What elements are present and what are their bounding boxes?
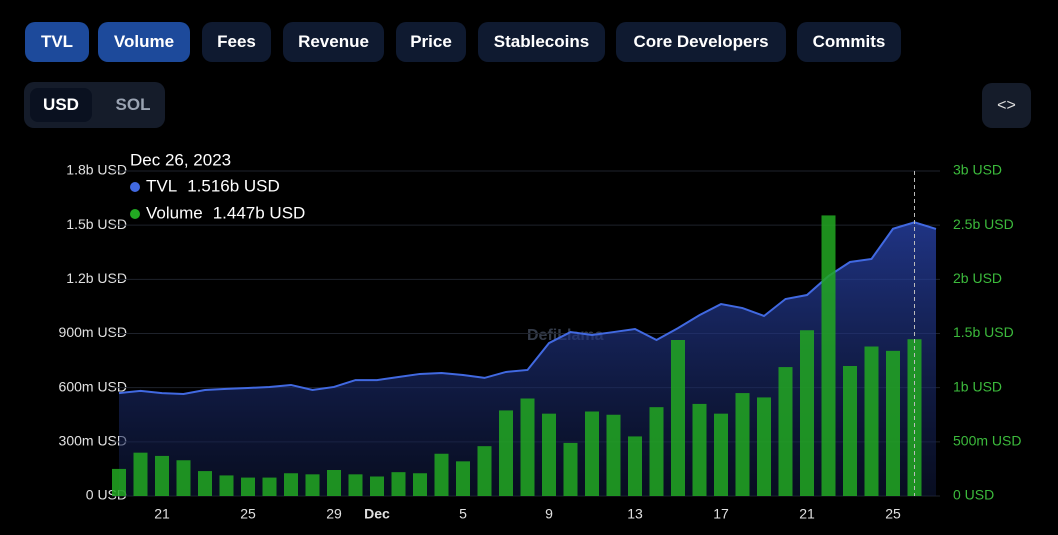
tab[interactable]: Volume	[98, 22, 190, 62]
bar	[133, 452, 148, 496]
x-tick-label: 21	[799, 506, 815, 522]
bar	[391, 472, 406, 496]
bar	[327, 470, 341, 496]
x-tick-label: 25	[240, 506, 256, 522]
y2-tick-label: 0 USD	[953, 487, 994, 503]
y-tick-label: 300m USD	[59, 433, 127, 449]
y2-tick-label: 500m USD	[953, 433, 1021, 449]
bar	[176, 460, 191, 496]
tooltip-value: 1.447b USD	[213, 203, 306, 222]
bar	[542, 413, 556, 496]
bar	[864, 346, 879, 496]
bar	[606, 414, 621, 496]
y2-tick-label: 2b USD	[953, 270, 1002, 286]
bar	[305, 474, 320, 496]
y-tick-label: 600m USD	[59, 378, 127, 394]
tvl-area	[119, 222, 936, 496]
y2-tick-label: 2.5b USD	[953, 216, 1014, 232]
bar	[456, 461, 470, 496]
x-tick-label: 5	[459, 506, 467, 522]
x-tick-label: 9	[545, 506, 553, 522]
bar	[434, 453, 449, 496]
tooltip-date: Dec 26, 2023	[130, 150, 231, 169]
currency-sol[interactable]: SOL	[115, 95, 151, 114]
bar	[585, 411, 599, 496]
bar	[757, 397, 771, 496]
bar	[370, 476, 384, 496]
bar	[821, 215, 836, 496]
y-tick-label: 1.2b USD	[66, 270, 127, 286]
bar	[520, 398, 535, 496]
tvl-line	[118, 221, 937, 395]
tab[interactable]: TVL	[25, 22, 89, 62]
tooltip-value: 1.516b USD	[187, 176, 280, 195]
bar	[477, 446, 492, 496]
tooltip-dot	[130, 209, 140, 219]
bar	[499, 410, 513, 496]
tooltip-name: Volume	[146, 203, 203, 222]
x-tick-label: 21	[154, 506, 170, 522]
tab[interactable]: Fees	[202, 22, 271, 62]
bar	[800, 330, 814, 496]
bar	[735, 393, 750, 496]
bar	[219, 475, 234, 496]
x-tick-label: Dec	[364, 506, 390, 522]
embed-button[interactable]: <>	[982, 83, 1031, 128]
tab[interactable]: Price	[396, 22, 466, 62]
y2-tick-label: 3b USD	[953, 162, 1002, 178]
y2-tick-label: 1.5b USD	[953, 324, 1014, 340]
bar	[284, 473, 298, 496]
tab[interactable]: Commits	[797, 22, 901, 62]
bar	[262, 477, 277, 496]
tooltip-dot	[130, 182, 140, 192]
bar	[155, 455, 169, 496]
y-tick-label: 1.8b USD	[66, 162, 127, 178]
tab[interactable]: Core Developers	[616, 22, 786, 62]
tooltip-name: TVL	[146, 176, 177, 195]
y-tick-label: 1.5b USD	[66, 216, 127, 232]
x-tick-label: 13	[627, 506, 643, 522]
bar	[241, 477, 255, 496]
bar	[692, 403, 707, 496]
currency-toggle: USD SOL	[24, 82, 165, 128]
x-tick-label: 25	[885, 506, 901, 522]
y2-tick-label: 1b USD	[953, 378, 1002, 394]
bar	[198, 471, 212, 496]
tab[interactable]: Stablecoins	[478, 22, 605, 62]
currency-usd[interactable]: USD	[30, 88, 92, 122]
x-tick-label: 17	[713, 506, 729, 522]
bar	[563, 442, 578, 496]
bar	[671, 340, 685, 496]
bar	[649, 407, 664, 496]
x-tick-label: 29	[326, 506, 342, 522]
bar	[348, 474, 363, 496]
tab[interactable]: Revenue	[283, 22, 384, 62]
y-tick-label: 900m USD	[59, 324, 127, 340]
bar	[778, 367, 793, 496]
bar	[413, 473, 427, 496]
bar	[628, 436, 642, 496]
bar	[112, 468, 126, 496]
bar	[886, 350, 900, 496]
bar	[843, 366, 857, 496]
bar	[714, 413, 728, 496]
